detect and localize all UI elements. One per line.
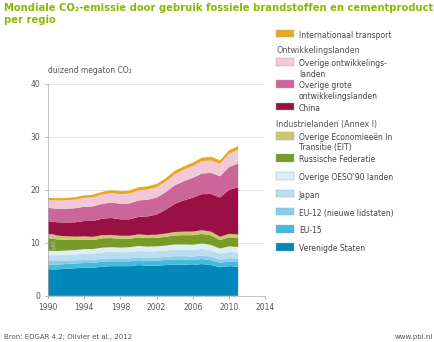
Text: Overige OESO'90 landen: Overige OESO'90 landen (298, 173, 392, 182)
Text: Ontwikkelingslanden: Ontwikkelingslanden (276, 46, 359, 55)
Text: Japan: Japan (298, 191, 319, 200)
Text: duizend megaton CO₂: duizend megaton CO₂ (48, 66, 132, 75)
Text: Overige ontwikkelings-
landen: Overige ontwikkelings- landen (298, 59, 386, 79)
Text: Russische Federatie: Russische Federatie (298, 155, 374, 164)
Text: Industrielanden (Annex I): Industrielanden (Annex I) (276, 120, 376, 129)
Text: Verenigde Staten: Verenigde Staten (298, 244, 364, 253)
Text: per regio: per regio (4, 15, 56, 25)
Text: EU-12 (nieuwe lidstaten): EU-12 (nieuwe lidstaten) (298, 209, 393, 218)
Text: Bron: EDGAR 4.2; Olivier et al., 2012: Bron: EDGAR 4.2; Olivier et al., 2012 (4, 334, 132, 340)
Text: Overige Economieeën In
Transitie (EIT): Overige Economieeën In Transitie (EIT) (298, 133, 391, 153)
Text: Mondiale CO₂-emissie door gebruik fossiele brandstoffen en cementproductie: Mondiale CO₂-emissie door gebruik fossie… (4, 3, 434, 13)
Text: EU-15: EU-15 (298, 226, 321, 235)
Text: Overige grote
ontwikkelingslanden: Overige grote ontwikkelingslanden (298, 81, 377, 101)
Text: www.pbl.nl: www.pbl.nl (394, 334, 432, 340)
Text: China: China (298, 104, 320, 113)
Text: pbl.nl: pbl.nl (52, 232, 57, 249)
Text: Internationaal transport: Internationaal transport (298, 31, 391, 40)
